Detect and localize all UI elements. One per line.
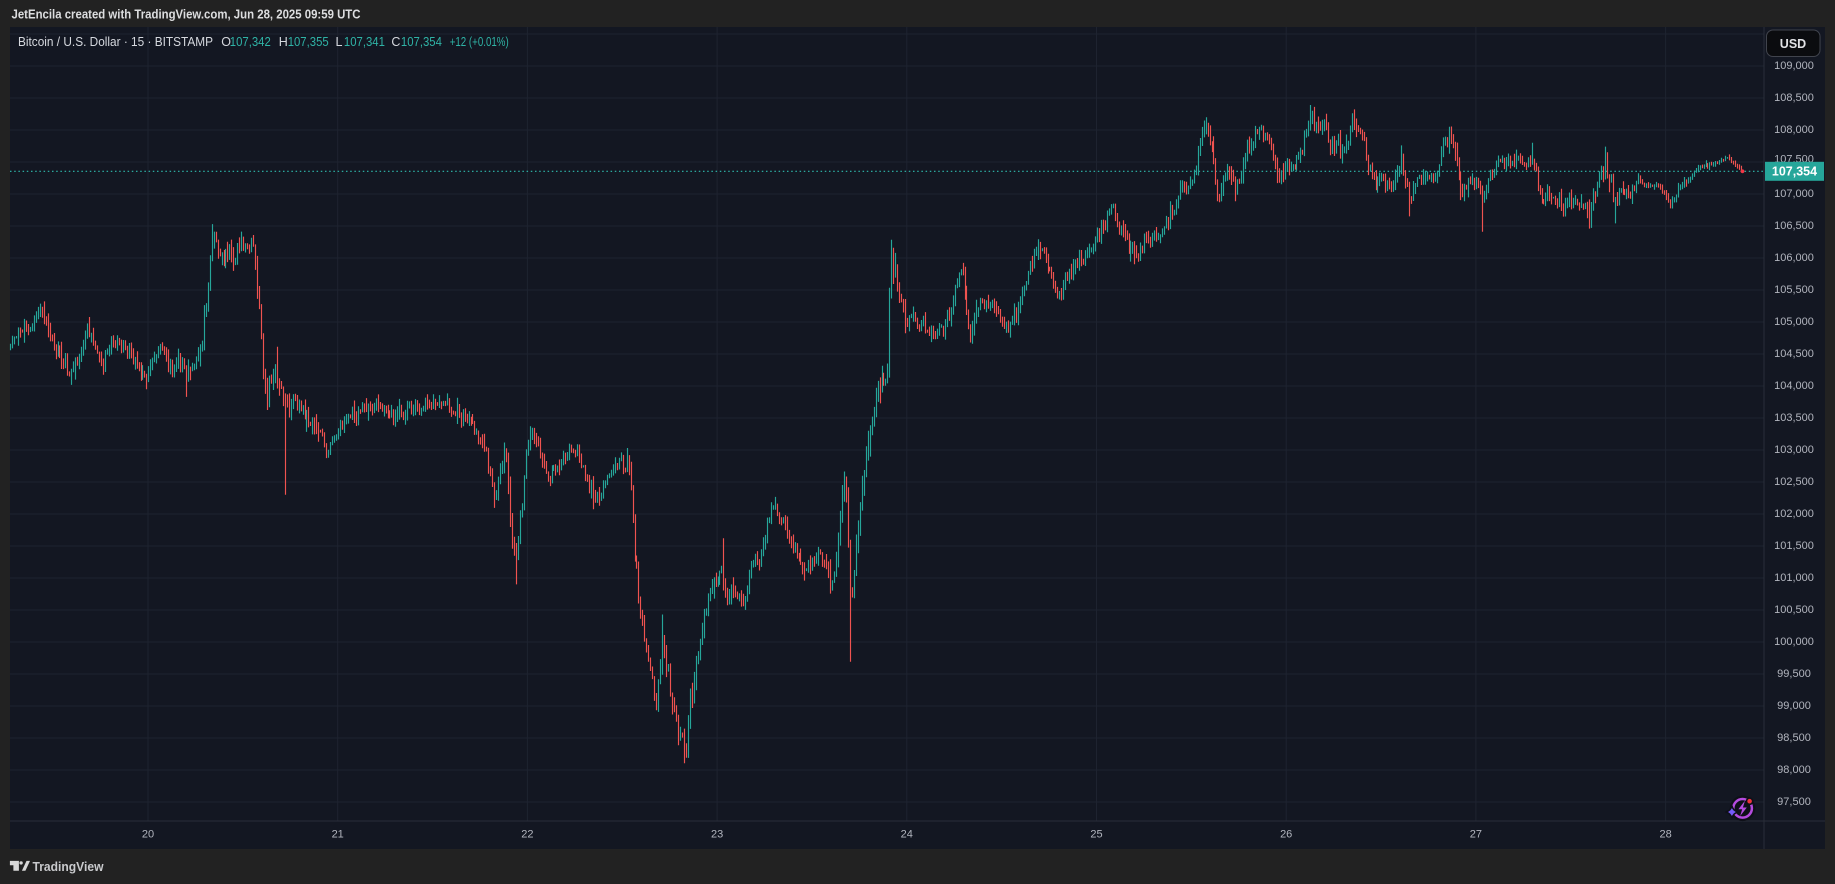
- svg-text:100,000: 100,000: [1774, 636, 1814, 648]
- svg-text:105,500: 105,500: [1774, 284, 1814, 296]
- svg-text:JetEncila created with Trading: JetEncila created with TradingView.com, …: [12, 7, 361, 21]
- svg-text:100,500: 100,500: [1774, 604, 1814, 616]
- svg-text:107,342: 107,342: [230, 35, 271, 49]
- svg-text:24: 24: [901, 829, 913, 841]
- svg-text:27: 27: [1470, 829, 1482, 841]
- svg-text:109,000: 109,000: [1774, 60, 1814, 72]
- svg-text:107,000: 107,000: [1774, 188, 1814, 200]
- svg-text:O: O: [221, 35, 231, 49]
- svg-text:102,000: 102,000: [1774, 508, 1814, 520]
- svg-text:106,000: 106,000: [1774, 252, 1814, 264]
- svg-text:23: 23: [711, 829, 723, 841]
- svg-text:C: C: [391, 35, 400, 49]
- svg-text:101,500: 101,500: [1774, 540, 1814, 552]
- svg-text:107,355: 107,355: [288, 35, 329, 49]
- svg-text:103,500: 103,500: [1774, 412, 1814, 424]
- svg-text:108,500: 108,500: [1774, 92, 1814, 104]
- svg-text:107,354: 107,354: [401, 35, 442, 49]
- svg-text:98,500: 98,500: [1777, 732, 1811, 744]
- svg-text:L: L: [336, 35, 343, 49]
- svg-text:26: 26: [1280, 829, 1292, 841]
- svg-text:104,000: 104,000: [1774, 380, 1814, 392]
- svg-text:103,000: 103,000: [1774, 444, 1814, 456]
- svg-text:USD: USD: [1780, 37, 1806, 51]
- svg-text:97,500: 97,500: [1777, 796, 1811, 808]
- svg-text:H: H: [279, 35, 288, 49]
- svg-text:98,000: 98,000: [1777, 764, 1811, 776]
- svg-text:99,500: 99,500: [1777, 668, 1811, 680]
- svg-text:21: 21: [332, 829, 344, 841]
- svg-text:106,500: 106,500: [1774, 220, 1814, 232]
- svg-text:107,354: 107,354: [1772, 165, 1817, 179]
- svg-text:99,000: 99,000: [1777, 700, 1811, 712]
- svg-text:28: 28: [1659, 829, 1671, 841]
- svg-text:25: 25: [1090, 829, 1102, 841]
- svg-text:+12 (+0.01%): +12 (+0.01%): [450, 35, 509, 49]
- svg-text:107,341: 107,341: [344, 35, 385, 49]
- svg-text:Bitcoin / U.S. Dollar · 15 · B: Bitcoin / U.S. Dollar · 15 · BITSTAMP: [18, 35, 213, 49]
- svg-text:22: 22: [521, 829, 533, 841]
- svg-text:104,500: 104,500: [1774, 348, 1814, 360]
- svg-text:20: 20: [142, 829, 154, 841]
- svg-text:102,500: 102,500: [1774, 476, 1814, 488]
- svg-text:108,000: 108,000: [1774, 124, 1814, 136]
- svg-text:TradingView: TradingView: [33, 859, 105, 874]
- svg-text:101,000: 101,000: [1774, 572, 1814, 584]
- svg-text:105,000: 105,000: [1774, 316, 1814, 328]
